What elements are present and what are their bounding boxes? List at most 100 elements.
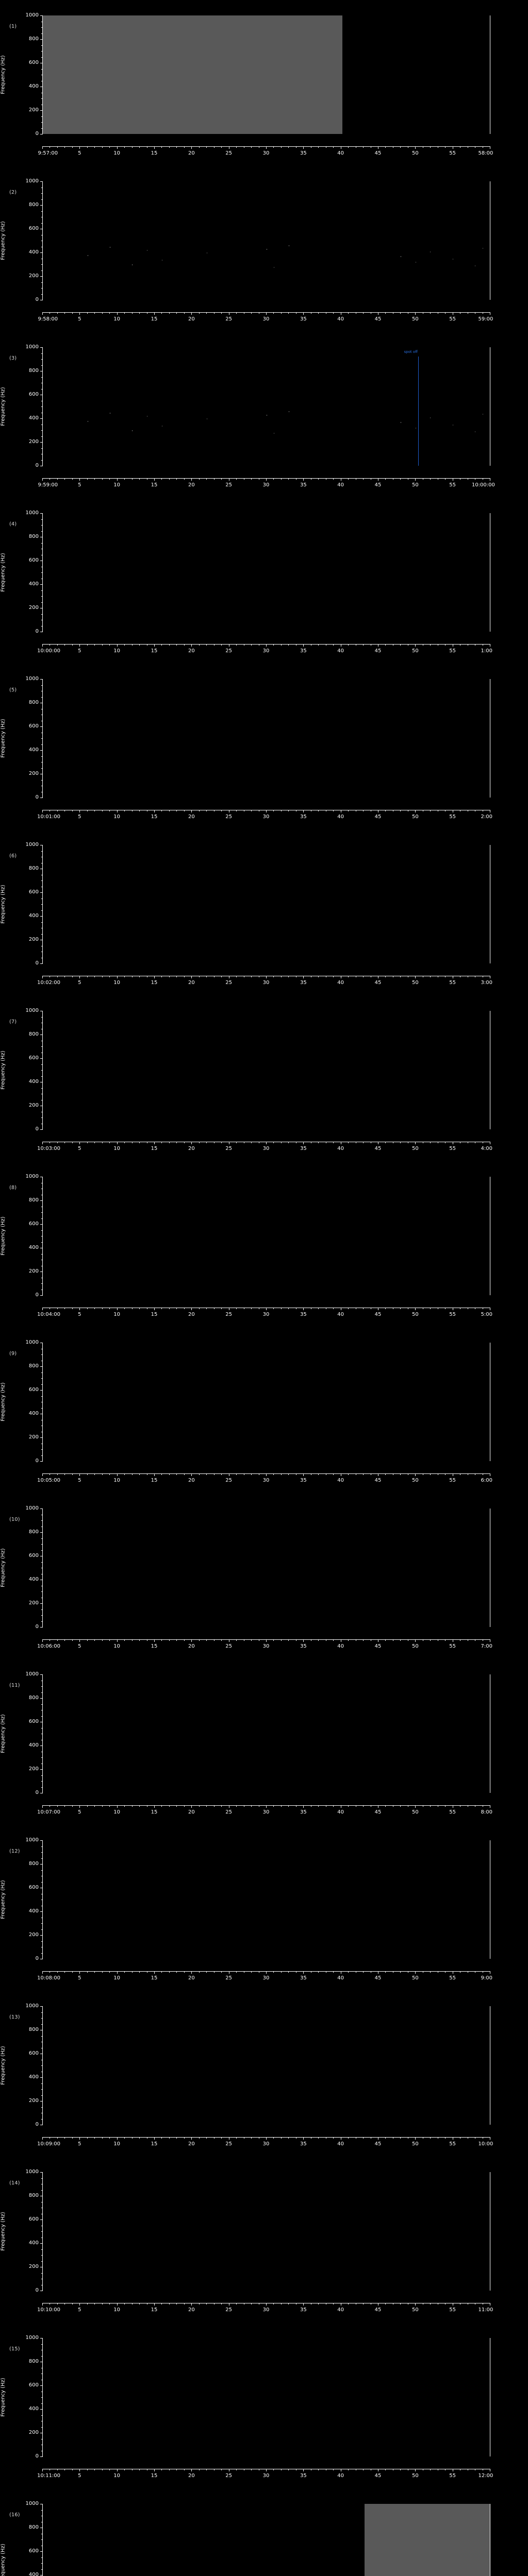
panel-index-label: (14) [9, 2180, 20, 2186]
x-tick-minor [131, 976, 133, 977]
x-tick-minor [184, 1473, 185, 1475]
y-tick-minor [41, 768, 43, 769]
x-tick-minor [102, 2137, 103, 2139]
x-tick-label: 45 [374, 482, 382, 488]
x-tick-minor [318, 1308, 319, 1309]
x-tick-minor [176, 1971, 177, 1973]
panel-index-label: (7) [9, 1019, 17, 1025]
x-tick-minor [363, 810, 364, 811]
x-tick-minor [184, 1639, 185, 1641]
x-tick-minor [288, 1473, 289, 1475]
x-axis: 10:06:00 5 10 15 20 25 30 35 40 45 50 55 7:00 [37, 1639, 492, 1649]
x-tick-label: 20 [188, 2473, 195, 2479]
x-tick-minor [400, 1805, 401, 1807]
x-tick-minor [288, 810, 289, 811]
y-tick-label: 600 [28, 1221, 39, 1227]
x-tick-minor [109, 478, 110, 480]
x-tick-minor [176, 1639, 177, 1641]
x-tick-minor [161, 2137, 162, 2139]
x-tick-label: 20 [188, 316, 195, 322]
x-tick-minor [236, 810, 237, 811]
panel-index-label: (15) [9, 2346, 20, 2352]
y-axis-title: Frequency (Hz) [0, 55, 6, 94]
x-tick-minor [87, 312, 88, 314]
y-tick-label: 400 [28, 1411, 39, 1416]
x-tick-label: 25 [225, 2307, 233, 2313]
y-tick-minor [41, 223, 43, 224]
x-tick-major [154, 1142, 155, 1144]
x-tick-label: 30 [262, 2307, 270, 2313]
x-tick-minor [109, 976, 110, 977]
x-tick-minor [445, 644, 446, 646]
y-tick-minor [41, 122, 43, 123]
x-tick-label: 10:09:00 [37, 2141, 61, 2147]
x-tick-label: 6:00 [481, 1478, 492, 1483]
x-tick-minor [280, 146, 282, 148]
y-tick-label: 0 [35, 297, 39, 302]
y-axis-title: Frequency (Hz) [0, 1216, 6, 1256]
x-tick-label: 5 [78, 1478, 81, 1483]
panel-index-label: (4) [9, 521, 17, 527]
x-tick-major [154, 312, 155, 315]
x-tick-minor [161, 1308, 162, 1309]
x-tick-label: 50 [411, 1975, 419, 1981]
y-tick-major [40, 15, 43, 16]
x-tick-minor [124, 1639, 125, 1641]
x-tick-minor [288, 2469, 289, 2470]
x-tick-label: 40 [337, 482, 344, 488]
x-tick-minor [333, 1308, 334, 1309]
y-tick-major [40, 1224, 43, 1225]
x-tick-minor [400, 976, 401, 977]
x-tick-label: 15 [151, 150, 158, 156]
x-tick-minor [273, 976, 274, 977]
x-tick-minor [363, 2303, 364, 2304]
x-tick-major [191, 2303, 192, 2306]
x-tick-minor [139, 312, 140, 314]
x-tick-major [266, 2469, 267, 2471]
x-tick-major [191, 1971, 192, 1974]
x-tick-major [303, 1308, 304, 1310]
x-tick-label: 25 [225, 648, 233, 654]
x-tick-major [117, 312, 118, 315]
y-tick-minor [41, 614, 43, 615]
x-tick-minor [64, 810, 65, 811]
x-tick-label: 10 [113, 1809, 121, 1815]
y-tick-major [40, 110, 43, 111]
x-tick-minor [430, 1971, 431, 1973]
x-tick-minor [333, 478, 334, 480]
y-tick-minor [41, 2018, 43, 2019]
y-tick-label: 0 [35, 2122, 39, 2127]
x-tick-minor [206, 146, 207, 148]
x-tick-label: 50 [411, 482, 419, 488]
x-tick-minor [131, 312, 133, 314]
y-tick-minor [41, 2012, 43, 2013]
x-tick-minor [385, 644, 386, 646]
x-tick-major [266, 312, 267, 315]
x-tick-minor [363, 1142, 364, 1143]
x-tick-minor [273, 478, 274, 480]
y-tick-label: 1000 [25, 1505, 39, 1511]
plot-area: 0 200 400 600 800 1000 [26, 1672, 490, 1795]
x-tick-minor [139, 478, 140, 480]
x-tick-label: 20 [188, 1478, 195, 1483]
x-tick-minor [64, 2303, 65, 2304]
y-tick-label: 200 [28, 273, 39, 279]
x-tick-label: 50 [411, 814, 419, 820]
x-tick-minor [288, 976, 289, 977]
y-tick-minor [41, 1882, 43, 1883]
y-tick-minor [41, 1591, 43, 1592]
y-tick-minor [41, 1218, 43, 1219]
x-tick-minor [288, 1971, 289, 1973]
x-tick-minor [184, 810, 185, 811]
y-tick-minor [41, 697, 43, 698]
x-tick-label: 55 [449, 814, 456, 820]
y-tick-minor [41, 1076, 43, 1077]
x-tick-minor [206, 1142, 207, 1143]
y-tick-minor [41, 1354, 43, 1355]
x-tick-minor [94, 2137, 95, 2139]
x-tick-label: 40 [337, 1478, 344, 1483]
x-tick-minor [72, 1308, 73, 1309]
x-tick-minor [139, 1971, 140, 1973]
x-tick-minor [251, 1473, 252, 1475]
x-tick-label: 10:01:00 [37, 814, 61, 820]
